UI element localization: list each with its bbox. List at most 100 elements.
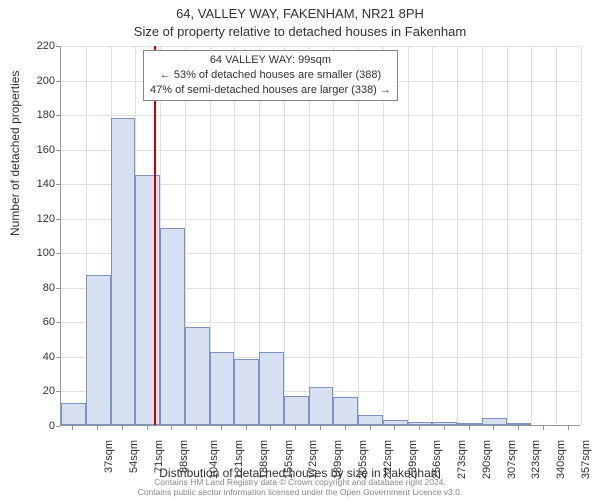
gridline-v — [333, 46, 334, 425]
gridline-v — [309, 46, 310, 425]
chart-subtitle: Size of property relative to detached ho… — [0, 24, 600, 39]
x-tick-mark — [568, 426, 569, 430]
y-tick-mark — [56, 357, 60, 358]
x-tick-mark — [469, 426, 470, 430]
reference-line — [154, 46, 156, 425]
histogram-bar — [111, 118, 136, 425]
x-tick-label: 357sqm — [580, 440, 592, 479]
annotation-line: 64 VALLEY WAY: 99sqm — [150, 53, 391, 68]
y-tick-label: 60 — [15, 316, 55, 328]
chart-title: 64, VALLEY WAY, FAKENHAM, NR21 8PH — [0, 6, 600, 21]
histogram-bar — [284, 396, 309, 425]
y-tick-mark — [56, 219, 60, 220]
y-tick-mark — [56, 150, 60, 151]
y-tick-mark — [56, 115, 60, 116]
x-tick-label: 340sqm — [555, 440, 567, 479]
gridline-v — [408, 46, 409, 425]
gridline-v — [457, 46, 458, 425]
histogram-bar — [457, 423, 482, 425]
x-tick-label: 189sqm — [332, 440, 344, 479]
histogram-bar — [86, 275, 111, 425]
x-tick-mark — [320, 426, 321, 430]
histogram-bar — [358, 415, 383, 425]
x-tick-label: 222sqm — [382, 440, 394, 479]
x-tick-label: 172sqm — [308, 440, 320, 479]
x-tick-mark — [72, 426, 73, 430]
x-tick-label: 155sqm — [283, 440, 295, 479]
histogram-bar — [61, 403, 86, 425]
histogram-bar — [383, 420, 408, 425]
y-tick-label: 40 — [15, 351, 55, 363]
histogram-bar — [160, 228, 185, 425]
x-tick-mark — [196, 426, 197, 430]
y-tick-label: 120 — [15, 213, 55, 225]
chart-container: 64, VALLEY WAY, FAKENHAM, NR21 8PH Size … — [0, 0, 600, 500]
x-tick-mark — [221, 426, 222, 430]
x-tick-mark — [419, 426, 420, 430]
histogram-bar — [234, 359, 259, 425]
x-tick-mark — [147, 426, 148, 430]
histogram-bar — [482, 418, 507, 425]
x-tick-mark — [444, 426, 445, 430]
x-tick-mark — [345, 426, 346, 430]
y-tick-mark — [56, 81, 60, 82]
x-tick-mark — [370, 426, 371, 430]
histogram-bar — [135, 175, 160, 425]
x-tick-label: 239sqm — [407, 440, 419, 479]
footer-attribution: Contains HM Land Registry data © Crown c… — [0, 478, 600, 498]
gridline-h — [61, 115, 580, 116]
gridline-h — [61, 150, 580, 151]
y-tick-mark — [56, 288, 60, 289]
histogram-bar — [259, 352, 284, 425]
gridline-v — [383, 46, 384, 425]
y-tick-mark — [56, 253, 60, 254]
gridline-h — [61, 46, 580, 47]
histogram-bar — [408, 422, 433, 425]
y-tick-label: 100 — [15, 247, 55, 259]
x-tick-label: 323sqm — [530, 440, 542, 479]
x-tick-mark — [518, 426, 519, 430]
x-tick-mark — [394, 426, 395, 430]
x-tick-label: 71sqm — [153, 440, 165, 473]
gridline-v — [531, 46, 532, 425]
x-tick-label: 104sqm — [209, 440, 221, 479]
x-tick-label: 205sqm — [357, 440, 369, 479]
x-tick-mark — [543, 426, 544, 430]
gridline-v — [581, 46, 582, 425]
x-tick-mark — [493, 426, 494, 430]
y-tick-label: 200 — [15, 75, 55, 87]
plot-area: 64 VALLEY WAY: 99sqm← 53% of detached ho… — [60, 46, 580, 426]
annotation-line: ← 53% of detached houses are smaller (38… — [150, 68, 391, 83]
gridline-v — [482, 46, 483, 425]
x-tick-mark — [171, 426, 172, 430]
histogram-bar — [185, 327, 210, 425]
histogram-bar — [507, 423, 532, 425]
x-tick-label: 138sqm — [258, 440, 270, 479]
y-tick-label: 160 — [15, 144, 55, 156]
x-tick-label: 307sqm — [506, 440, 518, 479]
x-tick-mark — [122, 426, 123, 430]
y-tick-mark — [56, 322, 60, 323]
x-tick-label: 37sqm — [103, 440, 115, 473]
annotation-line: 47% of semi-detached houses are larger (… — [150, 83, 391, 98]
y-tick-label: 20 — [15, 385, 55, 397]
x-tick-label: 273sqm — [456, 440, 468, 479]
gridline-v — [556, 46, 557, 425]
annotation-box: 64 VALLEY WAY: 99sqm← 53% of detached ho… — [143, 50, 398, 101]
y-tick-label: 220 — [15, 40, 55, 52]
y-tick-label: 180 — [15, 109, 55, 121]
y-tick-label: 140 — [15, 178, 55, 190]
gridline-v — [432, 46, 433, 425]
histogram-bar — [333, 397, 358, 425]
y-tick-label: 80 — [15, 282, 55, 294]
x-tick-label: 54sqm — [128, 440, 140, 473]
x-tick-mark — [295, 426, 296, 430]
x-tick-mark — [246, 426, 247, 430]
footer-line-2: Contains public sector information licen… — [0, 488, 600, 498]
histogram-bar — [432, 422, 457, 425]
x-tick-mark — [270, 426, 271, 430]
y-tick-mark — [56, 391, 60, 392]
y-tick-label: 0 — [15, 420, 55, 432]
x-tick-mark — [97, 426, 98, 430]
x-tick-label: 88sqm — [178, 440, 190, 473]
